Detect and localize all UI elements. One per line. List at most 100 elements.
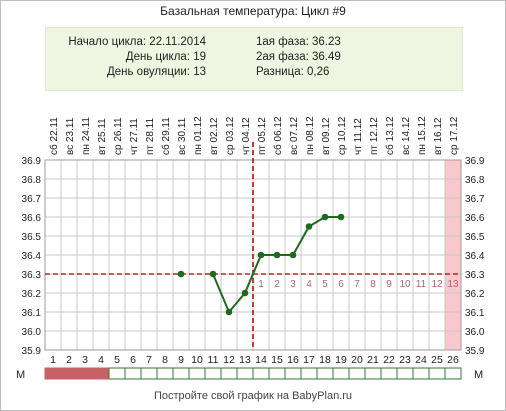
ovulation-day-label: День овуляции:: [106, 66, 190, 78]
y-tick-label-left: 36.7: [22, 194, 42, 205]
strip-cell: [252, 367, 270, 380]
strip-cell: [188, 367, 206, 380]
ovulation-day-value: 13: [193, 66, 206, 78]
difference: Разница: 0,26: [256, 66, 406, 78]
date-label: пн 15.12: [417, 116, 428, 155]
cycle-info-panel: Начало цикла: 22.11.2014 День цикла: 19 …: [45, 27, 463, 91]
date-label: пн 08.12: [305, 116, 316, 155]
y-tick-label-left: 36.5: [22, 232, 42, 243]
day-number: 12: [223, 354, 235, 366]
day-number: 1: [50, 354, 56, 366]
date-label: сб 06.12: [272, 116, 284, 155]
luteal-day-number: 5: [322, 279, 328, 290]
phase2: 2ая фаза: 36.49: [256, 51, 406, 63]
strip-cell: [364, 367, 382, 380]
y-tick-label-left: 36.0: [22, 327, 42, 338]
luteal-day-number: 4: [306, 279, 312, 290]
date-label: пт 05.12: [257, 117, 268, 155]
day-number: 8: [162, 354, 168, 366]
strip-cell: [172, 367, 190, 380]
y-tick-label-right: 36.4: [465, 251, 485, 262]
strip-cell: [124, 367, 142, 380]
luteal-day-number: 1: [258, 279, 264, 290]
day-number: 19: [335, 354, 347, 366]
strip-label-right: М: [474, 369, 483, 381]
y-tick-label-left: 35.9: [22, 346, 42, 357]
temperature-point: [177, 270, 185, 278]
date-label: чт 27.11: [129, 118, 140, 155]
strip-cell: [236, 367, 254, 380]
temperature-point: [305, 223, 313, 230]
day-number: 3: [82, 354, 88, 366]
y-tick-label-right: 36.8: [465, 175, 485, 186]
strip-cell: [380, 367, 398, 380]
temperature-line: [244, 254, 262, 294]
strip-cell: [332, 367, 350, 380]
date-label: вт 16.12: [433, 117, 444, 155]
temperature-line: [228, 292, 246, 313]
date-label: ср 26.11: [113, 117, 124, 155]
y-tick-label-right: 36.6: [465, 213, 485, 224]
temperature-point: [289, 251, 297, 259]
temperature-point: [273, 251, 281, 259]
date-label: чт 11.12: [353, 118, 364, 155]
day-number: 15: [271, 354, 283, 366]
date-label: вс 14.12: [401, 117, 412, 155]
cycle-start: Начало цикла: 22.11.2014: [46, 36, 206, 48]
footer-link[interactable]: Постройте свой график на BabyPlan.ru: [153, 390, 353, 402]
day-number: 23: [399, 354, 411, 366]
strip-label-left: М: [16, 369, 25, 381]
day-number: 5: [114, 354, 120, 366]
date-label: ср 03.12: [225, 116, 236, 155]
date-label: вт 09.12: [321, 117, 332, 155]
y-tick-label-left: 36.3: [22, 270, 42, 281]
day-number: 22: [383, 354, 395, 366]
date-label: ср 17.12: [449, 116, 460, 155]
luteal-day-number: 8: [370, 279, 376, 290]
strip-cell: [316, 367, 334, 380]
phase2-value: 36.49: [312, 51, 341, 63]
difference-value: 0,26: [306, 66, 330, 78]
day-number: 6: [130, 354, 136, 366]
day-number: 9: [178, 354, 184, 366]
temperature-point: [225, 308, 233, 316]
temperature-point: [337, 213, 345, 221]
menstruation-cell: [76, 367, 94, 380]
date-label: сб 13.12: [384, 116, 396, 155]
strip-cell: [156, 367, 174, 380]
luteal-day-number: 2: [274, 279, 280, 290]
luteal-day-number: 7: [354, 279, 360, 290]
date-label: вс 07.12: [289, 117, 300, 155]
date-label: вт 02.12: [209, 117, 220, 155]
menstruation-cell: [92, 367, 110, 380]
cycle-day-value: 19: [193, 51, 206, 63]
strip-cell: [396, 367, 414, 380]
day-number: 10: [191, 354, 203, 366]
strip-cell: [108, 367, 126, 380]
temperature-point: [209, 270, 217, 278]
strip-cell: [444, 367, 462, 380]
luteal-day-number: 3: [290, 279, 296, 290]
luteal-day-number: 10: [399, 279, 411, 290]
difference-label: Разница:: [256, 66, 304, 78]
day-number: 14: [255, 354, 267, 366]
date-label: пн 01.12: [193, 116, 204, 155]
strip-cell: [140, 367, 158, 380]
strip-cell: [300, 367, 318, 380]
day-number: 25: [431, 354, 443, 366]
phase1: 1ая фаза: 36.23: [256, 36, 406, 48]
luteal-day-number: 12: [431, 279, 443, 290]
phase1-label: 1ая фаза:: [256, 36, 309, 48]
menstruation-cell: [60, 367, 78, 380]
date-label: сб 29.11: [160, 117, 172, 155]
y-tick-label-right: 36.3: [465, 270, 485, 281]
day-number: 11: [208, 354, 219, 366]
day-number: 7: [146, 354, 152, 366]
day-number: 17: [303, 354, 315, 366]
strip-cell: [412, 367, 430, 380]
y-tick-label-left: 36.2: [22, 289, 42, 300]
day-number: 16: [287, 354, 299, 366]
luteal-day-number: 11: [416, 279, 427, 290]
date-label: вс 23.11: [65, 117, 76, 155]
